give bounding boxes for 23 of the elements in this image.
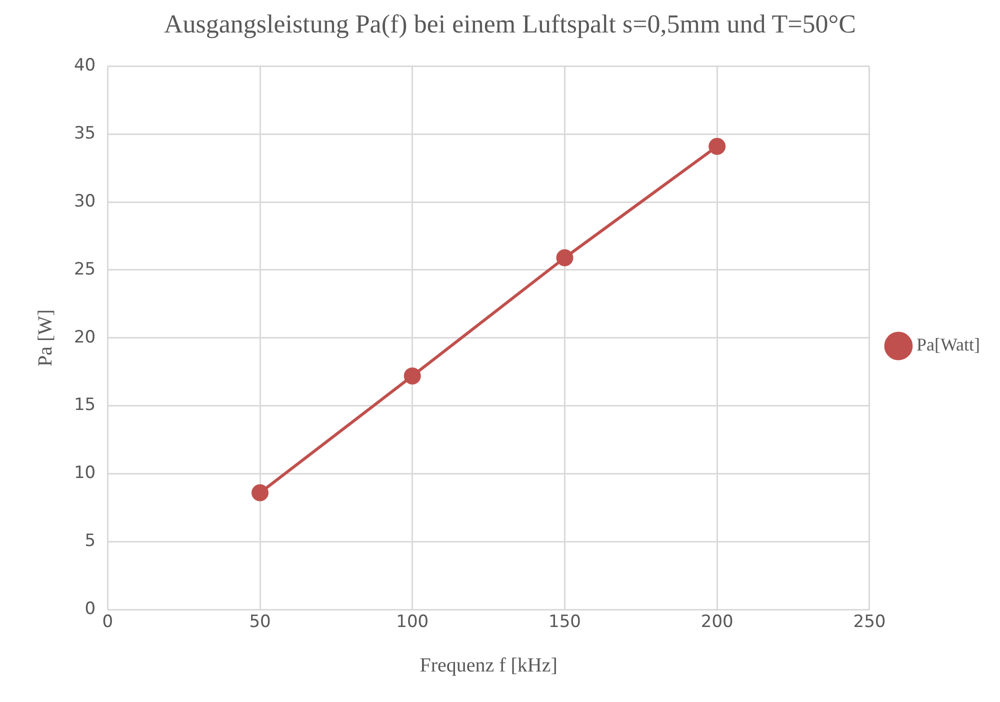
y-tick-label: 40 (74, 56, 96, 76)
x-tick-label: 0 (102, 612, 114, 632)
y-axis-title: Pa [W] (34, 309, 56, 366)
x-tick-label: 250 (853, 612, 886, 632)
point (404, 367, 421, 384)
y-tick-label: 15 (74, 395, 96, 416)
x-tick-label: 200 (700, 612, 734, 632)
chart-title: Ausgangsleistung Pa(f) bei einem Luftspalt s=0,5mm und T=50°C (164, 9, 856, 38)
y-tick-label: 0 (84, 599, 96, 620)
x-tick-label: 50 (249, 612, 271, 632)
x-tick-label: 150 (548, 612, 581, 632)
x-tick-label: 100 (396, 612, 429, 632)
y-tick-label: 5 (84, 531, 96, 552)
point (252, 484, 268, 502)
legend-label: Pa[Watt] (916, 334, 980, 355)
y-tick-label: 30 (74, 191, 96, 212)
y-tick-label: 35 (74, 124, 96, 144)
point (556, 249, 574, 266)
y-tick-label: 10 (74, 463, 96, 484)
y-tick-label: 20 (74, 327, 96, 348)
point (708, 138, 726, 155)
y-tick-label: 25 (74, 259, 96, 280)
x-axis-title: Frequenz f [kHz] (420, 654, 558, 676)
